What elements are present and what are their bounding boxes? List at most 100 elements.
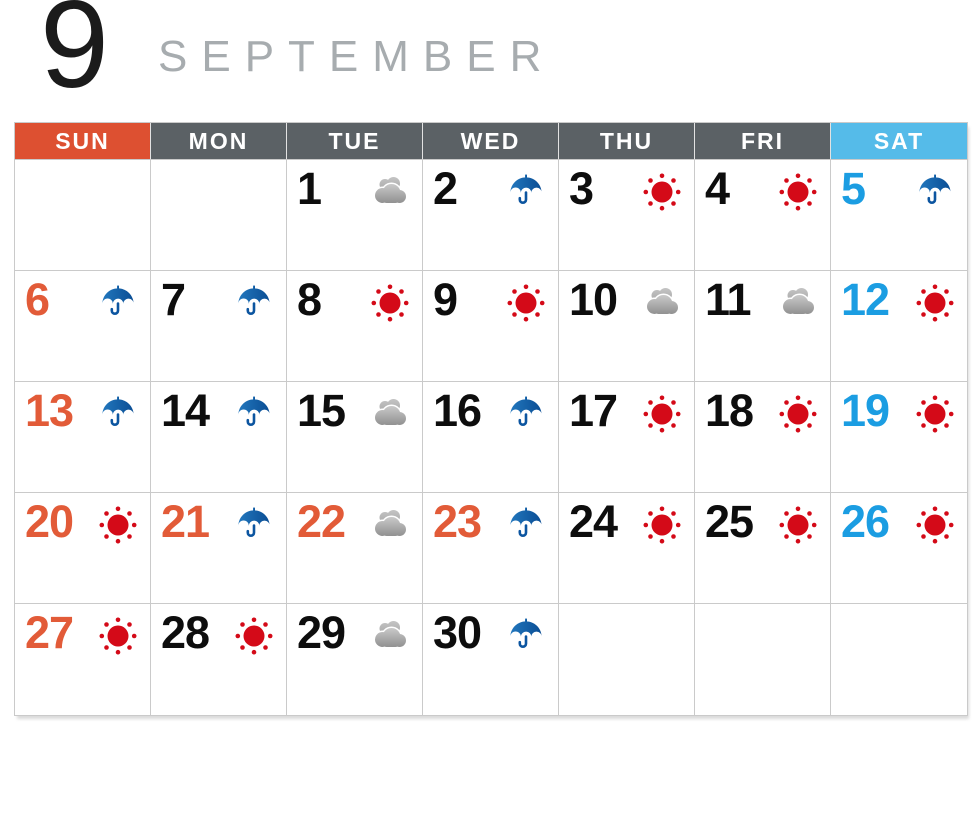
umbrella-icon: [98, 283, 138, 323]
sun-icon: [642, 172, 682, 212]
sun-icon: [915, 394, 955, 434]
weekday-header-row: SUN MON TUE WED THU FRI SAT: [15, 123, 967, 160]
day-number: 7: [161, 274, 186, 325]
weekday-header-mon: MON: [151, 123, 287, 159]
weekday-label: SUN: [55, 127, 110, 154]
weekday-label: SAT: [873, 127, 925, 154]
day-number: 8: [297, 274, 322, 325]
sun-icon: [98, 505, 138, 545]
sun-icon: [915, 283, 955, 323]
day-number: 26: [841, 496, 890, 547]
umbrella-icon: [506, 505, 546, 545]
sun-icon: [234, 616, 274, 656]
weekday-header-sat: SAT: [831, 123, 967, 159]
day-number: 3: [569, 163, 594, 214]
day-cell-14[interactable]: 14: [151, 382, 287, 493]
cloud-icon: [370, 172, 410, 212]
weekday-header-thu: THU: [559, 123, 695, 159]
empty-cell: [151, 160, 287, 271]
day-number: 20: [25, 496, 74, 547]
day-cell-22[interactable]: 22: [287, 493, 423, 604]
weekday-header-fri: FRI: [695, 123, 831, 159]
day-cell-15[interactable]: 15: [287, 382, 423, 493]
day-number: 15: [297, 385, 346, 436]
day-cell-12[interactable]: 12: [831, 271, 967, 382]
day-cell-30[interactable]: 30: [423, 604, 559, 715]
day-grid: 1 2 3 4 5: [15, 160, 967, 715]
day-cell-9[interactable]: 9: [423, 271, 559, 382]
umbrella-icon: [234, 505, 274, 545]
day-number: 29: [297, 607, 346, 658]
day-cell-18[interactable]: 18: [695, 382, 831, 493]
weekday-label: THU: [599, 127, 654, 154]
day-number: 24: [569, 496, 618, 547]
day-cell-8[interactable]: 8: [287, 271, 423, 382]
day-number: 4: [705, 163, 730, 214]
day-number: 14: [161, 385, 210, 436]
day-number: 13: [25, 385, 74, 436]
day-cell-4[interactable]: 4: [695, 160, 831, 271]
day-cell-16[interactable]: 16: [423, 382, 559, 493]
day-number: 28: [161, 607, 210, 658]
day-cell-25[interactable]: 25: [695, 493, 831, 604]
day-cell-6[interactable]: 6: [15, 271, 151, 382]
weekday-header-tue: TUE: [287, 123, 423, 159]
day-number: 21: [161, 496, 210, 547]
umbrella-icon: [506, 616, 546, 656]
day-cell-2[interactable]: 2: [423, 160, 559, 271]
weekday-label: TUE: [328, 127, 381, 154]
day-number: 11: [705, 274, 752, 325]
day-cell-1[interactable]: 1: [287, 160, 423, 271]
day-number: 17: [569, 385, 618, 436]
day-cell-10[interactable]: 10: [559, 271, 695, 382]
day-number: 2: [433, 163, 458, 214]
day-cell-3[interactable]: 3: [559, 160, 695, 271]
day-number: 6: [25, 274, 50, 325]
day-cell-11[interactable]: 11: [695, 271, 831, 382]
umbrella-icon: [234, 394, 274, 434]
sun-icon: [370, 283, 410, 323]
month-number: 9: [40, 0, 109, 114]
weekday-header-sun: SUN: [15, 123, 151, 159]
day-cell-17[interactable]: 17: [559, 382, 695, 493]
sun-icon: [915, 505, 955, 545]
day-cell-20[interactable]: 20: [15, 493, 151, 604]
day-cell-5[interactable]: 5: [831, 160, 967, 271]
day-number: 25: [705, 496, 754, 547]
day-cell-21[interactable]: 21: [151, 493, 287, 604]
day-number: 12: [841, 274, 890, 325]
day-cell-24[interactable]: 24: [559, 493, 695, 604]
day-number: 10: [569, 274, 618, 325]
cloud-icon: [642, 283, 682, 323]
cloud-icon: [370, 616, 410, 656]
day-cell-26[interactable]: 26: [831, 493, 967, 604]
day-cell-19[interactable]: 19: [831, 382, 967, 493]
day-number: 9: [433, 274, 458, 325]
umbrella-icon: [506, 172, 546, 212]
empty-cell: [559, 604, 695, 715]
day-number: 1: [297, 163, 322, 214]
day-cell-7[interactable]: 7: [151, 271, 287, 382]
sun-icon: [778, 505, 818, 545]
cloud-icon: [370, 394, 410, 434]
umbrella-icon: [506, 394, 546, 434]
day-cell-23[interactable]: 23: [423, 493, 559, 604]
sun-icon: [642, 505, 682, 545]
day-number: 23: [433, 496, 482, 547]
day-cell-29[interactable]: 29: [287, 604, 423, 715]
day-number: 22: [297, 496, 346, 547]
day-number: 27: [25, 607, 74, 658]
day-number: 5: [841, 163, 866, 214]
sun-icon: [778, 172, 818, 212]
umbrella-icon: [234, 283, 274, 323]
weekday-header-wed: WED: [423, 123, 559, 159]
umbrella-icon: [915, 172, 955, 212]
calendar-grid: SUN MON TUE WED THU FRI SAT 1 2: [14, 122, 968, 716]
empty-cell: [831, 604, 967, 715]
cloud-icon: [370, 505, 410, 545]
umbrella-icon: [98, 394, 138, 434]
day-cell-13[interactable]: 13: [15, 382, 151, 493]
day-cell-28[interactable]: 28: [151, 604, 287, 715]
month-name: SEPTEMBER: [158, 32, 556, 81]
day-cell-27[interactable]: 27: [15, 604, 151, 715]
